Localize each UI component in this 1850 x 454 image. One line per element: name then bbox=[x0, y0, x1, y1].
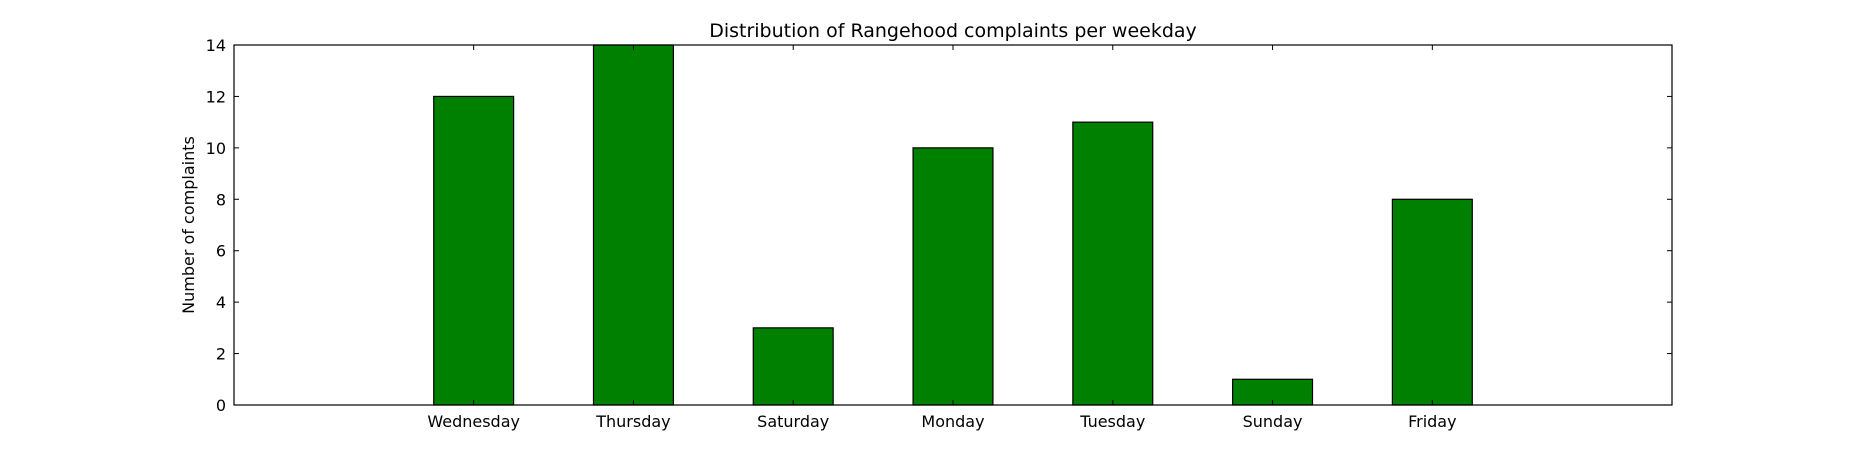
chart-title: Distribution of Rangehood complaints per… bbox=[709, 20, 1197, 42]
bar-tuesday bbox=[1072, 121, 1154, 406]
bar-friday bbox=[1391, 198, 1473, 406]
y-tick-label: 6 bbox=[216, 242, 226, 261]
x-tick-label: Friday bbox=[1408, 412, 1457, 431]
x-tick-label: Thursday bbox=[595, 412, 670, 431]
y-tick-label: 14 bbox=[206, 36, 226, 55]
y-tick-label: 12 bbox=[206, 87, 226, 106]
y-tick-label: 2 bbox=[216, 345, 226, 364]
bar-saturday bbox=[752, 327, 834, 406]
bar-thursday bbox=[592, 44, 674, 406]
y-tick-label: 10 bbox=[206, 139, 226, 158]
y-tick-label: 4 bbox=[216, 293, 226, 312]
x-tick-label: Sunday bbox=[1243, 412, 1303, 431]
plot-frame bbox=[233, 44, 1673, 406]
x-tick-label: Tuesday bbox=[1079, 412, 1145, 431]
bars-layer bbox=[433, 44, 1473, 406]
x-tick-label: Monday bbox=[921, 412, 984, 431]
x-tick-label: Wednesday bbox=[427, 412, 520, 431]
y-axis-title: Number of complaints bbox=[179, 136, 198, 314]
ticks-layer: 0 2 4 6 8 10 12 14 Wednesday Thursday Saturday Mond… bbox=[206, 36, 1672, 431]
bar-wednesday bbox=[433, 95, 515, 406]
y-tick-label: 8 bbox=[216, 190, 226, 209]
y-tick-label: 0 bbox=[216, 396, 226, 415]
bar-monday bbox=[912, 147, 994, 406]
x-tick-label: Saturday bbox=[757, 412, 829, 431]
